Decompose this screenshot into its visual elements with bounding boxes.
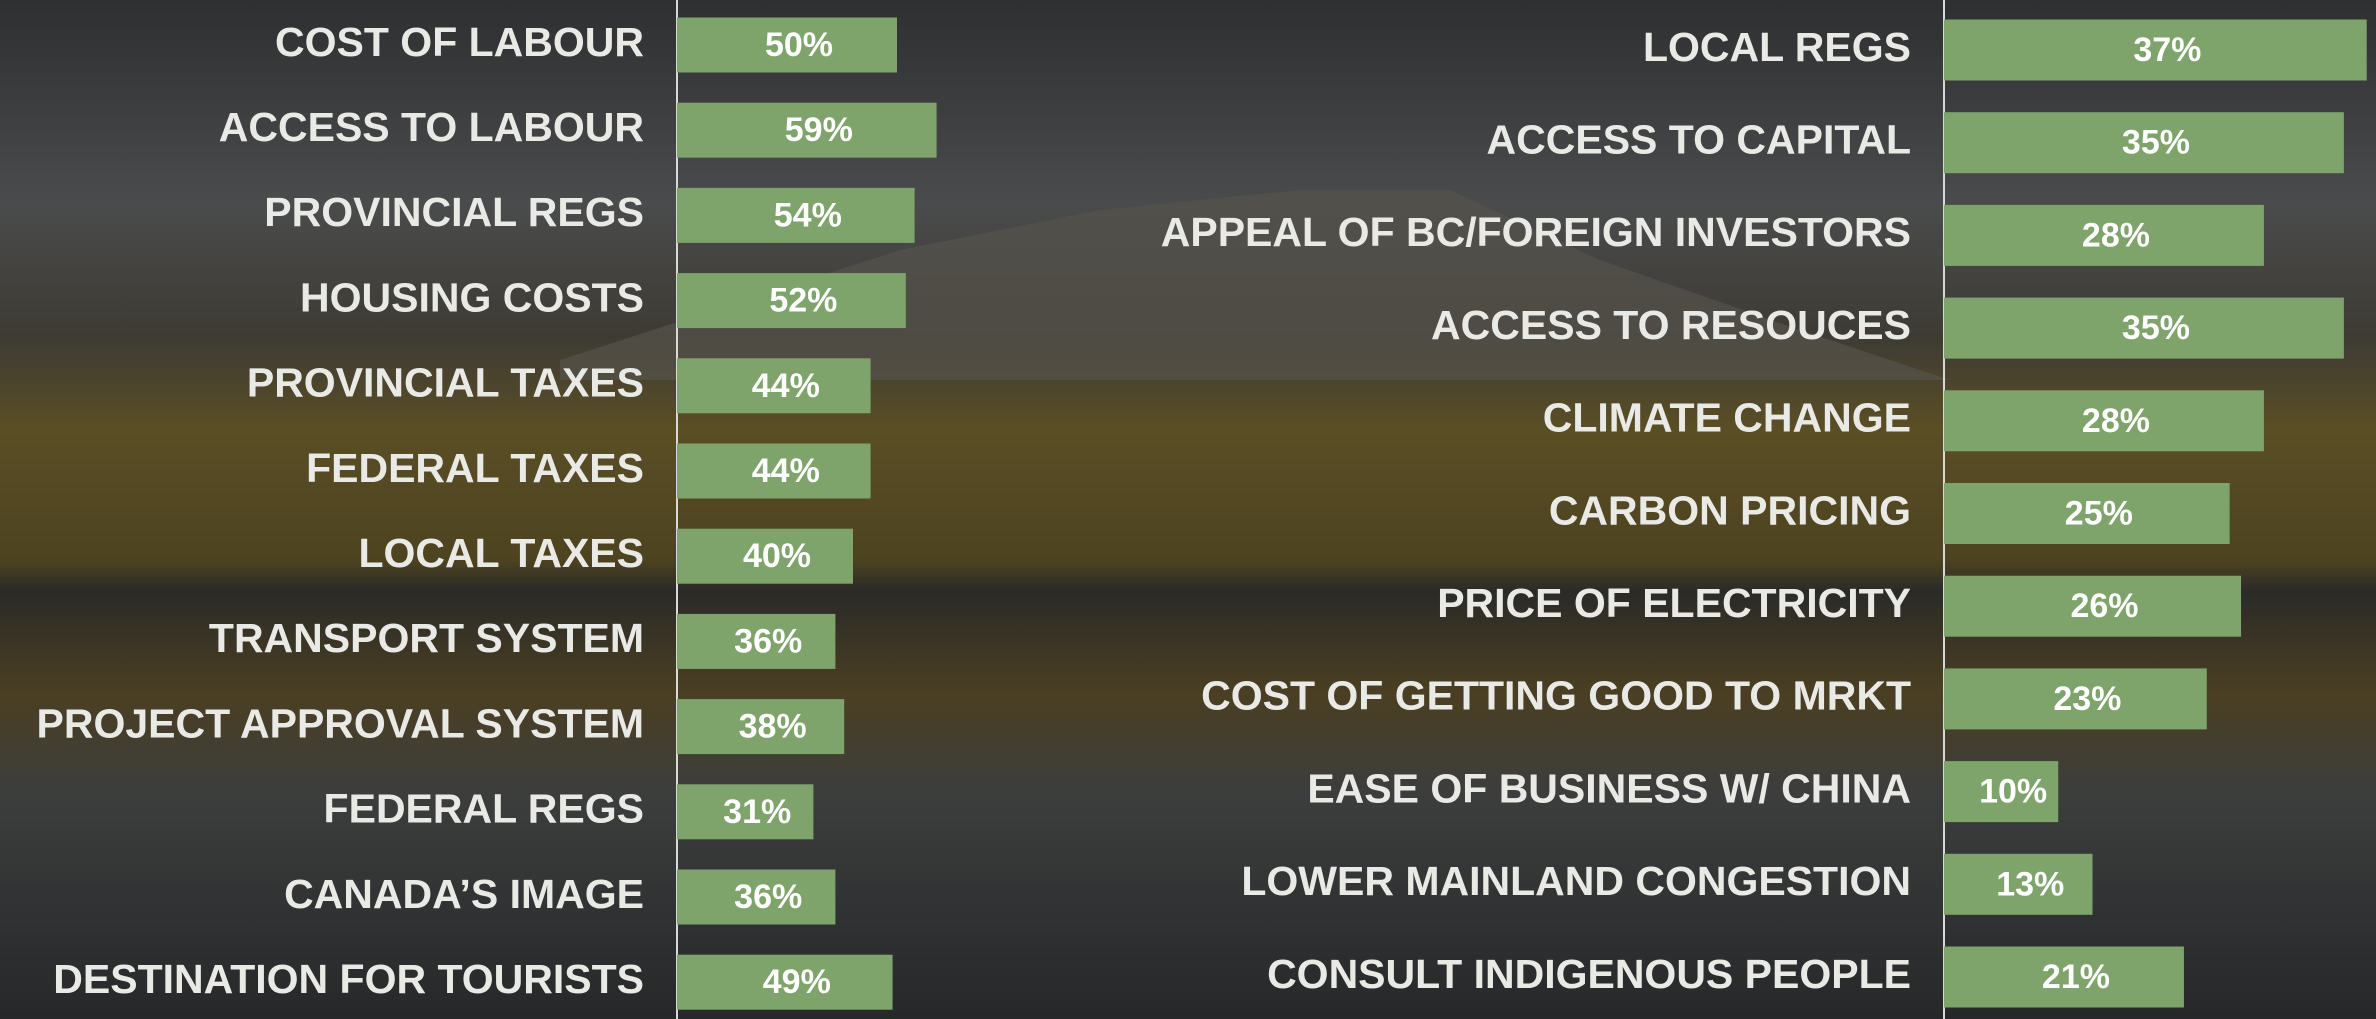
category-label: ACCESS TO RESOUCES xyxy=(1431,302,1911,348)
bar xyxy=(1944,204,2264,266)
value-label: 10% xyxy=(1979,773,2047,811)
value-label: 35% xyxy=(2122,124,2190,162)
bar xyxy=(1944,575,2242,637)
category-label: CLIMATE CHANGE xyxy=(1543,395,1911,441)
category-label: LOCAL TAXES xyxy=(359,530,645,576)
bar xyxy=(677,443,871,499)
value-label: 52% xyxy=(769,282,837,320)
category-label: ACCESS TO LABOUR xyxy=(219,104,644,150)
bar xyxy=(1944,19,2367,81)
bar xyxy=(677,613,836,669)
category-label: PROVINCIAL TAXES xyxy=(247,360,644,406)
value-label: 54% xyxy=(774,196,842,234)
bar xyxy=(1944,297,2344,359)
bar xyxy=(677,187,915,243)
value-label: 23% xyxy=(2053,680,2121,718)
category-label: PROVINCIAL REGS xyxy=(264,189,644,235)
value-label: 36% xyxy=(734,878,802,916)
value-label: 50% xyxy=(765,26,833,64)
value-label: 40% xyxy=(743,537,811,575)
category-label: PRICE OF ELECTRICITY xyxy=(1437,580,1911,626)
value-label: 35% xyxy=(2122,309,2190,347)
bar xyxy=(677,954,893,1010)
value-label: 28% xyxy=(2082,402,2150,440)
bar xyxy=(1944,390,2264,452)
value-label: 49% xyxy=(763,963,831,1001)
value-label: 44% xyxy=(752,452,820,490)
value-label: 36% xyxy=(734,622,802,660)
category-label: TRANSPORT SYSTEM xyxy=(209,615,644,661)
category-label: EASE OF BUSINESS W/ CHINA xyxy=(1307,765,1911,811)
bar xyxy=(677,102,937,158)
category-label: CARBON PRICING xyxy=(1549,487,1911,533)
category-label: COST OF GETTING GOOD TO MRKT xyxy=(1201,673,1911,719)
value-label: 26% xyxy=(2070,587,2138,625)
category-label: LOWER MAINLAND CONGESTION xyxy=(1241,858,1911,904)
value-label: 13% xyxy=(1996,865,2064,903)
bar xyxy=(1944,853,2093,915)
value-label: 38% xyxy=(739,708,807,746)
bar xyxy=(1944,761,2059,823)
value-label: 31% xyxy=(723,793,791,831)
category-label: FEDERAL TAXES xyxy=(306,445,644,491)
value-label: 25% xyxy=(2065,494,2133,532)
bar xyxy=(677,784,814,840)
bar xyxy=(1944,946,2184,1008)
bar xyxy=(677,358,871,414)
value-label: 44% xyxy=(752,367,820,405)
bar xyxy=(1944,483,2230,544)
category-label: CONSULT INDIGENOUS PEOPLE xyxy=(1267,951,1911,997)
category-label: FEDERAL REGS xyxy=(324,786,644,832)
bar xyxy=(677,528,853,584)
category-label: ACCESS TO CAPITAL xyxy=(1487,117,1911,163)
bar xyxy=(677,273,906,329)
category-label: APPEAL OF BC/FOREIGN INVESTORS xyxy=(1161,209,1911,255)
bar xyxy=(1944,668,2207,730)
category-label: CANADA’S IMAGE xyxy=(284,871,644,917)
bar xyxy=(677,699,845,755)
mountain xyxy=(560,190,1950,380)
bar xyxy=(677,869,836,925)
category-label: DESTINATION FOR TOURISTS xyxy=(53,956,644,1002)
plots: COST OF LABOUR 50% ACCESS TO LABOUR 59% PROV… xyxy=(36,0,2367,1019)
value-label: 37% xyxy=(2133,31,2201,69)
category-label: COST OF LABOUR xyxy=(275,19,644,65)
value-label: 28% xyxy=(2082,216,2150,254)
value-label: 59% xyxy=(785,111,853,149)
value-label: 21% xyxy=(2042,958,2110,996)
category-label: PROJECT APPROVAL SYSTEM xyxy=(36,700,644,746)
bar xyxy=(1944,112,2344,174)
bar xyxy=(677,17,897,73)
category-label: HOUSING COSTS xyxy=(300,274,644,320)
category-label: LOCAL REGS xyxy=(1643,24,1911,70)
